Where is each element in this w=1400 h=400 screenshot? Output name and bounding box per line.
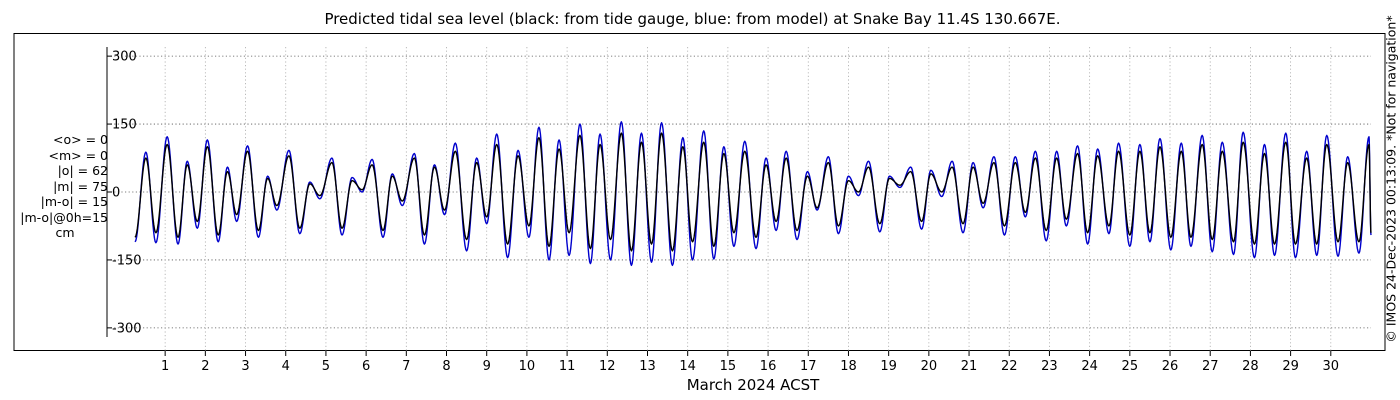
y-tick-label: 300 xyxy=(112,50,137,65)
x-tick-label: 23 xyxy=(1041,359,1058,374)
x-tick-label: 26 xyxy=(1162,359,1179,374)
x-tick-label: 20 xyxy=(921,359,938,374)
y-tick-label: -300 xyxy=(112,321,142,336)
x-tick-label: 14 xyxy=(679,359,696,374)
x-tick-label: 12 xyxy=(599,359,616,374)
x-tick-label: 19 xyxy=(880,359,897,374)
x-tick-label: 29 xyxy=(1282,359,1299,374)
chart-title: Predicted tidal sea level (black: from t… xyxy=(324,10,1061,28)
x-tick-label: 2 xyxy=(201,359,209,374)
x-tick-label: 27 xyxy=(1202,359,1219,374)
grid-lines xyxy=(107,47,1371,351)
stat-mean-model: <m> = 0 xyxy=(48,147,109,163)
x-tick-label: 13 xyxy=(639,359,656,374)
series-line-model xyxy=(134,121,1372,267)
x-tick-label: 15 xyxy=(720,359,737,374)
x-tick-label: 7 xyxy=(402,359,410,374)
x-tick-label: 4 xyxy=(282,359,290,374)
x-tick-label: 18 xyxy=(840,359,857,374)
stat-abs-model: |m| = 75 xyxy=(53,178,108,194)
x-tick-label: 22 xyxy=(1001,359,1018,374)
stat-abs-observed: |o| = 62 xyxy=(57,163,108,178)
x-tick-label: 16 xyxy=(760,359,777,374)
x-tick-label: 24 xyxy=(1081,359,1098,374)
x-tick-label: 1 xyxy=(161,359,169,374)
x-tick-label: 25 xyxy=(1122,359,1139,374)
credit-note: © IMOS 24-Dec-2023 00:13:09. *Not for na… xyxy=(1383,14,1399,343)
x-tick-label: 21 xyxy=(961,359,978,374)
stat-abs-diff: |m-o| = 15 xyxy=(40,194,108,209)
x-tick-label: 17 xyxy=(800,359,817,374)
x-tick-label: 9 xyxy=(483,359,491,374)
series-line-tide-gauge xyxy=(134,132,1372,252)
y-tick-label: 150 xyxy=(112,118,137,133)
x-tick-label: 28 xyxy=(1242,359,1259,374)
x-tick-label: 5 xyxy=(322,359,330,374)
x-tick-label: 3 xyxy=(241,359,249,374)
y-tick-label: -150 xyxy=(112,253,142,268)
stat-unit: cm xyxy=(55,225,75,240)
stat-abs-diff-0h: |m-o|@0h=15 xyxy=(20,209,108,225)
x-axis-label: March 2024 ACST xyxy=(686,376,820,394)
y-tick-label: 0 xyxy=(112,186,120,201)
x-axis: 1 2 3 4 5 6 7 8 9 10 11 12 13 14 15 16 17 18 19 20 21 22 23 24 2… xyxy=(161,351,1339,374)
x-tick-label: 30 xyxy=(1323,359,1340,374)
x-tick-label: 8 xyxy=(442,359,450,374)
x-tick-label: 10 xyxy=(519,359,536,374)
stats-panel: <o> = 0 <m> = 0 |o| = 62 |m| = 75 |m-o| … xyxy=(8,132,108,241)
x-tick-label: 6 xyxy=(362,359,370,374)
y-axis: 300 150 0 -150 -300 xyxy=(106,47,142,337)
credit-note-container: © IMOS 24-Dec-2023 00:13:09. *Not for na… xyxy=(1383,6,1399,351)
stat-mean-observed: <o> = 0 xyxy=(53,132,108,147)
x-tick-label: 11 xyxy=(559,359,576,374)
plot-frame xyxy=(13,33,1386,351)
series-group xyxy=(134,121,1372,267)
